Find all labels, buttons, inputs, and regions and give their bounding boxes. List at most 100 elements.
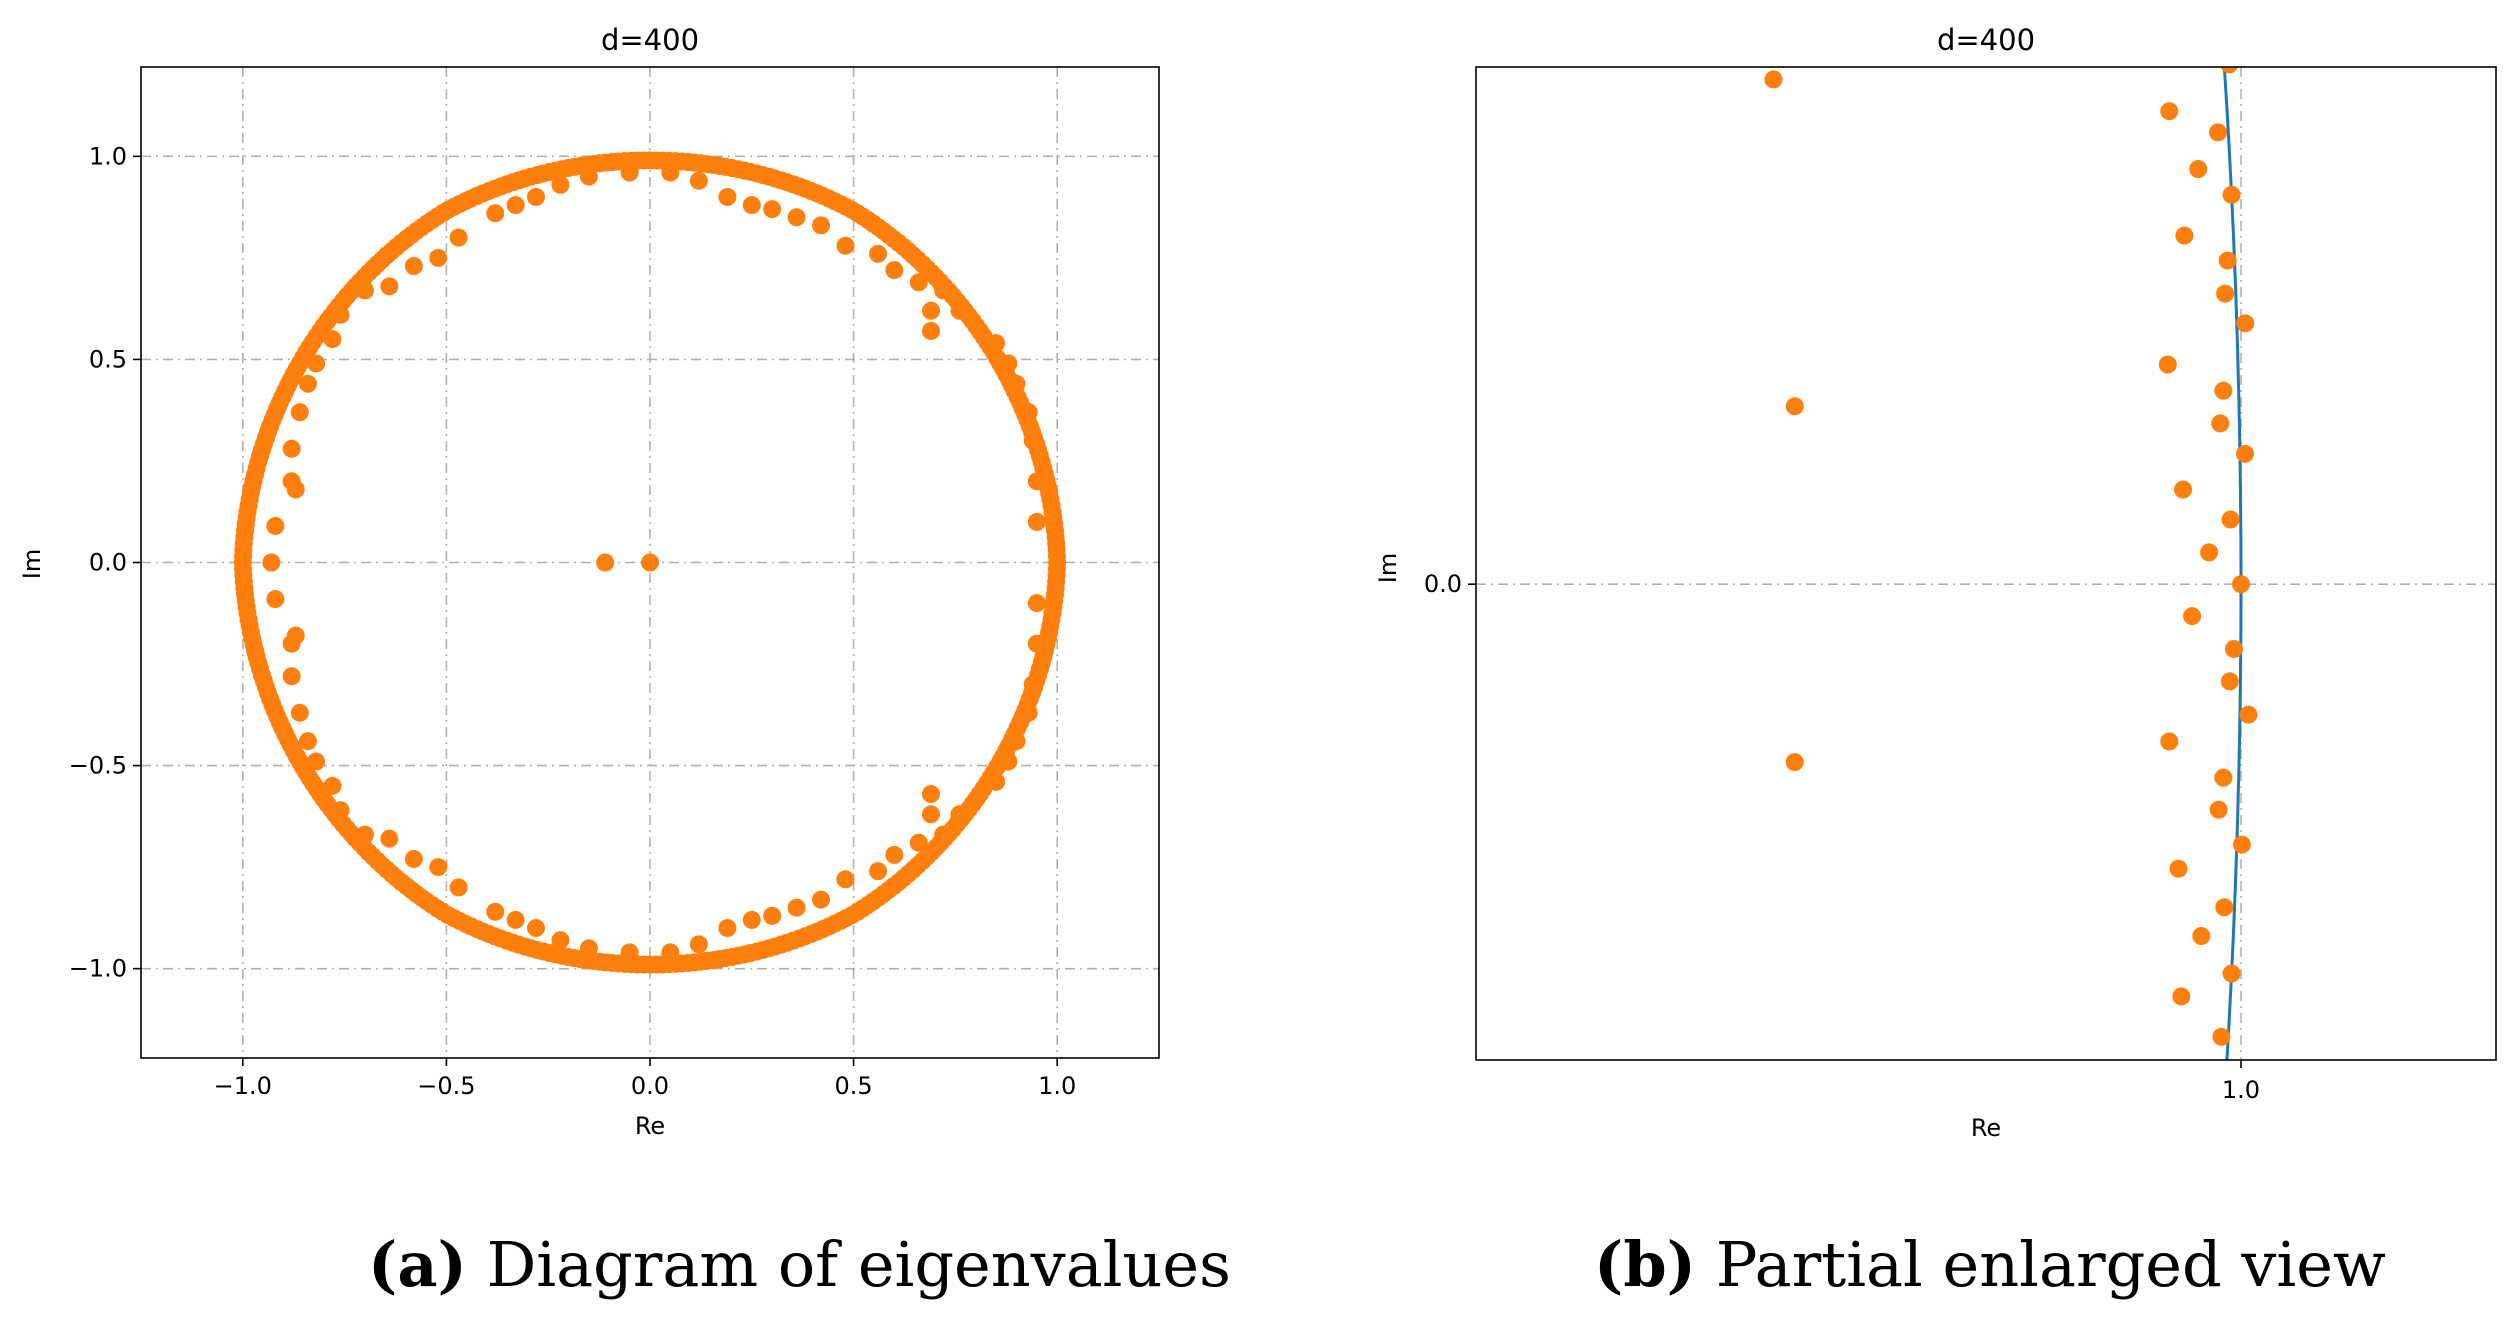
point-inner <box>323 776 342 795</box>
point-inner <box>1019 403 1038 422</box>
point-inner <box>921 321 940 340</box>
point-inner <box>429 858 448 877</box>
point-b <box>2192 927 2211 946</box>
point-inner <box>331 305 350 324</box>
point-inner <box>921 805 940 824</box>
y-axis-label-b: Im <box>1374 553 1402 583</box>
point-inner <box>620 943 639 962</box>
point-inner <box>1007 374 1026 393</box>
point-inner <box>404 849 423 868</box>
point-inner <box>286 480 305 499</box>
x-tick-label-3: 0.5 <box>835 1072 873 1100</box>
point-b <box>2189 1185 2207 1203</box>
point-inner <box>506 910 525 929</box>
x-ticks-b: 1.0 <box>2222 1060 2260 1104</box>
point-b-isolated <box>1785 753 1804 772</box>
point-center <box>596 553 615 572</box>
point-inner <box>380 277 399 296</box>
point-inner <box>934 281 953 300</box>
point-inner <box>921 785 940 804</box>
x-tick-label-4: 1.0 <box>1038 1072 1076 1100</box>
y-tick-label-1: −0.5 <box>69 752 127 780</box>
chart-panel-b: 1.0 0.0 d=400 Re Im <box>1374 0 2497 1203</box>
point-b-isolated <box>1785 397 1804 416</box>
x-axis-label-b: Re <box>1971 1114 2001 1142</box>
point-b <box>2236 314 2255 333</box>
point-b <box>2220 672 2239 691</box>
point-center <box>641 553 659 572</box>
point-inner <box>987 772 1006 791</box>
point-b <box>2215 898 2234 917</box>
point-inner <box>262 553 281 572</box>
point-inner <box>909 833 928 852</box>
point-b <box>2175 226 2194 245</box>
point-b <box>2222 964 2241 983</box>
point-inner <box>934 825 953 844</box>
y-ticks-a: −1.0 −0.5 0.0 0.5 1.0 <box>69 142 141 983</box>
point-inner <box>290 703 309 722</box>
y-tick-label-2: 0.0 <box>89 549 127 577</box>
chart-title-a: d=400 <box>601 23 699 57</box>
point-inner <box>763 906 782 925</box>
point-inner <box>526 919 545 938</box>
x-ticks-a: −1.0 −0.5 0.0 0.5 1.0 <box>214 1058 1076 1100</box>
point-b <box>2224 639 2243 658</box>
point-inner <box>1007 732 1026 751</box>
point-inner <box>836 236 855 255</box>
point-b <box>2232 575 2250 594</box>
caption-a: (a) Diagram of eigenvalues <box>368 1228 1231 1301</box>
point-inner <box>307 752 326 771</box>
point-inner <box>999 354 1018 373</box>
point-inner <box>869 244 888 263</box>
point-b <box>2209 800 2228 819</box>
point-inner <box>787 898 806 917</box>
point-inner <box>661 943 680 962</box>
point-inner <box>921 301 940 320</box>
point-b <box>2158 355 2177 374</box>
point-b <box>2236 444 2255 463</box>
point-inner <box>950 805 969 824</box>
y-axis-label-a: Im <box>18 549 46 579</box>
point-inner <box>266 590 285 609</box>
point-inner <box>869 862 888 881</box>
point-inner <box>987 334 1006 353</box>
point-b <box>2174 480 2193 499</box>
point-inner <box>1023 431 1042 450</box>
point-b <box>2196 1154 2214 1172</box>
caption-b-tag: (b) <box>1594 1228 1697 1301</box>
point-b <box>2160 732 2179 751</box>
point-inner <box>970 321 989 340</box>
point-inner <box>282 667 301 686</box>
point-inner <box>380 829 399 848</box>
point-inner <box>355 281 374 300</box>
point-b <box>2214 768 2233 787</box>
point-inner <box>950 301 969 320</box>
point-inner <box>689 171 708 190</box>
point-b <box>2196 0 2214 14</box>
point-inner <box>620 163 639 182</box>
caption-b-text: Partial enlarged view <box>1715 1228 2386 1301</box>
point-inner <box>742 910 761 929</box>
point-inner <box>579 167 598 186</box>
chart-title-b: d=400 <box>1937 23 2035 57</box>
point-b <box>2222 185 2241 204</box>
point-inner <box>661 163 680 182</box>
point-inner <box>307 354 326 373</box>
point-inner <box>290 403 309 422</box>
point-inner <box>812 216 831 235</box>
y-tick-label-0: −1.0 <box>69 955 127 983</box>
point-inner <box>1019 703 1038 722</box>
point-inner <box>298 374 317 393</box>
point-b <box>2172 987 2191 1006</box>
y-ticks-b: 0.0 <box>1424 570 1476 598</box>
point-b <box>2220 67 2238 74</box>
point-b <box>2209 123 2228 142</box>
point-inner <box>526 187 545 206</box>
point-inner <box>787 208 806 227</box>
point-inner <box>763 200 782 219</box>
point-inner <box>429 248 448 267</box>
point-inner <box>266 516 285 535</box>
point-b <box>2212 1027 2231 1046</box>
point-inner <box>970 785 989 804</box>
